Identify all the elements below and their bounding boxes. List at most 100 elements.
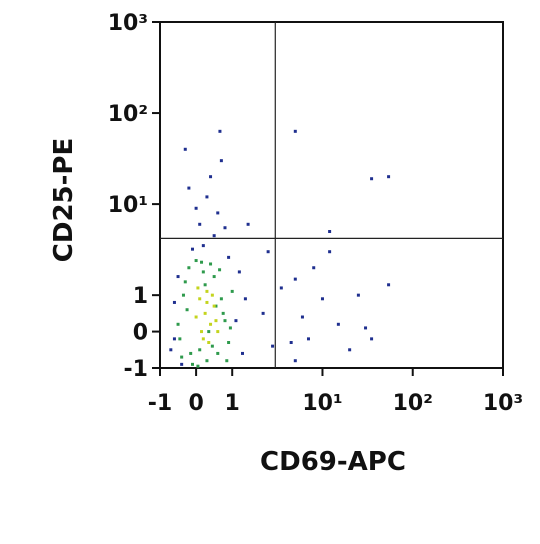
x-tick-label: 1 <box>225 391 240 416</box>
event-dot <box>200 330 204 334</box>
event-dot <box>234 319 238 323</box>
event-dot <box>223 319 227 323</box>
event-dot <box>203 283 207 287</box>
event-dot <box>293 277 297 281</box>
event-dot <box>185 308 189 312</box>
event-dot <box>183 147 187 151</box>
event-dot <box>200 260 204 264</box>
event-dot <box>336 322 340 326</box>
event-dot <box>194 206 198 210</box>
event-dot <box>370 177 374 181</box>
event-dot <box>214 304 218 308</box>
event-dot <box>198 222 202 226</box>
x-tick-label: 10² <box>393 391 433 416</box>
event-dot <box>219 159 223 163</box>
event-dot <box>289 341 293 345</box>
event-dot <box>190 247 194 251</box>
event-dot <box>370 337 374 341</box>
event-dot <box>205 289 209 293</box>
event-dot <box>227 255 231 259</box>
x-tick-label: 10³ <box>483 391 523 416</box>
event-dot <box>209 322 213 326</box>
event-dot <box>205 359 209 363</box>
event-dot <box>240 351 244 355</box>
event-dot <box>225 359 229 363</box>
event-dot <box>198 348 202 352</box>
event-dot <box>172 300 176 304</box>
event-dot <box>228 326 232 330</box>
y-axis-title: CD25-PE <box>49 138 79 262</box>
event-dot <box>306 337 310 341</box>
event-dot <box>387 175 391 179</box>
event-dot <box>261 311 265 315</box>
event-dot <box>205 195 209 199</box>
event-dot <box>223 226 227 230</box>
event-dot <box>180 362 184 366</box>
event-dot <box>216 351 220 355</box>
event-dot <box>178 337 182 341</box>
event-dot <box>187 266 191 270</box>
event-dot <box>230 289 234 293</box>
x-tick-label: -1 <box>148 391 172 416</box>
event-dot <box>328 250 332 254</box>
event-dot <box>201 270 205 274</box>
event-dot <box>218 129 222 133</box>
x-tick-label: 0 <box>188 391 203 416</box>
y-tick-label: 0 <box>133 321 148 346</box>
event-dot <box>207 330 211 334</box>
event-dot <box>387 283 391 287</box>
event-dot <box>328 230 332 234</box>
event-dot <box>190 362 194 366</box>
event-dot <box>209 175 213 179</box>
event-dot <box>201 337 205 341</box>
event-dot <box>212 234 216 238</box>
event-dot <box>180 355 184 359</box>
x-tick-label: 10¹ <box>302 391 342 416</box>
event-dot <box>293 129 297 133</box>
event-dot <box>218 268 222 272</box>
event-dot <box>176 322 180 326</box>
event-dot <box>207 341 211 345</box>
event-dot <box>216 330 220 334</box>
event-dot <box>169 348 173 352</box>
event-dot <box>219 297 223 301</box>
event-dot <box>189 351 193 355</box>
event-dot <box>205 300 209 304</box>
event-dot <box>212 275 216 279</box>
event-dot <box>320 297 324 301</box>
event-dot <box>266 250 270 254</box>
event-dot <box>203 311 207 315</box>
event-dot <box>212 304 216 308</box>
event-dot <box>210 344 214 348</box>
event-dot <box>201 244 205 248</box>
event-dot <box>279 286 283 290</box>
plot-frame <box>159 21 504 369</box>
event-dot <box>196 286 200 290</box>
event-dot <box>312 266 316 270</box>
y-tick-label: 10² <box>108 102 148 127</box>
event-dot <box>209 262 213 266</box>
event-dot <box>293 359 297 363</box>
event-dot <box>221 311 225 315</box>
event-dot <box>181 293 185 297</box>
event-dot <box>348 348 352 352</box>
event-dot <box>183 280 187 284</box>
event-dot <box>214 319 218 323</box>
event-dot <box>246 222 250 226</box>
y-tick-label: -1 <box>124 357 148 382</box>
y-tick-label: 1 <box>133 284 148 309</box>
event-dot <box>216 211 220 215</box>
event-dot <box>187 186 191 190</box>
event-dot <box>237 270 241 274</box>
y-tick-label: 10³ <box>108 11 148 36</box>
y-tick-label: 10¹ <box>108 193 148 218</box>
event-dot <box>300 315 304 319</box>
event-dot <box>210 293 214 297</box>
event-dot <box>176 275 180 279</box>
event-dot <box>356 293 360 297</box>
event-dot <box>271 344 275 348</box>
event-dot <box>198 297 202 301</box>
event-dot <box>172 337 176 341</box>
event-dot <box>194 259 198 263</box>
